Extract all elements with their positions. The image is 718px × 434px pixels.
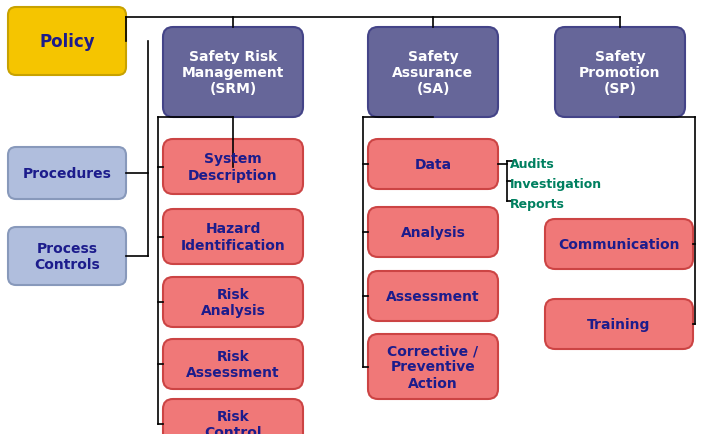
Text: Analysis: Analysis (401, 226, 465, 240)
FancyBboxPatch shape (545, 299, 693, 349)
Text: Risk
Control: Risk Control (204, 409, 262, 434)
FancyBboxPatch shape (555, 28, 685, 118)
Text: Safety
Promotion
(SP): Safety Promotion (SP) (579, 49, 661, 96)
Text: Process
Controls: Process Controls (34, 241, 100, 272)
FancyBboxPatch shape (368, 207, 498, 257)
Text: Data: Data (414, 158, 452, 171)
FancyBboxPatch shape (368, 28, 498, 118)
Text: Training: Training (587, 317, 651, 331)
Text: Assessment: Assessment (386, 289, 480, 303)
FancyBboxPatch shape (8, 148, 126, 200)
FancyBboxPatch shape (163, 210, 303, 264)
FancyBboxPatch shape (368, 140, 498, 190)
Text: Investigation: Investigation (510, 178, 602, 191)
FancyBboxPatch shape (163, 140, 303, 194)
FancyBboxPatch shape (368, 334, 498, 399)
Text: Policy: Policy (39, 33, 95, 51)
FancyBboxPatch shape (8, 227, 126, 285)
Text: Audits: Audits (510, 158, 555, 171)
Text: Procedures: Procedures (22, 167, 111, 181)
Text: Safety
Assurance
(SA): Safety Assurance (SA) (393, 49, 474, 96)
Text: Corrective /
Preventive
Action: Corrective / Preventive Action (388, 343, 479, 390)
FancyBboxPatch shape (163, 399, 303, 434)
FancyBboxPatch shape (163, 277, 303, 327)
FancyBboxPatch shape (163, 339, 303, 389)
Text: Risk
Assessment: Risk Assessment (186, 349, 280, 379)
FancyBboxPatch shape (368, 271, 498, 321)
Text: System
Description: System Description (188, 152, 278, 182)
Text: Safety Risk
Management
(SRM): Safety Risk Management (SRM) (182, 49, 284, 96)
Text: Reports: Reports (510, 197, 565, 210)
FancyBboxPatch shape (545, 220, 693, 270)
Text: Risk
Analysis: Risk Analysis (200, 287, 266, 317)
FancyBboxPatch shape (8, 8, 126, 76)
Text: Hazard
Identification: Hazard Identification (181, 222, 285, 252)
Text: Communication: Communication (559, 237, 680, 251)
FancyBboxPatch shape (163, 28, 303, 118)
